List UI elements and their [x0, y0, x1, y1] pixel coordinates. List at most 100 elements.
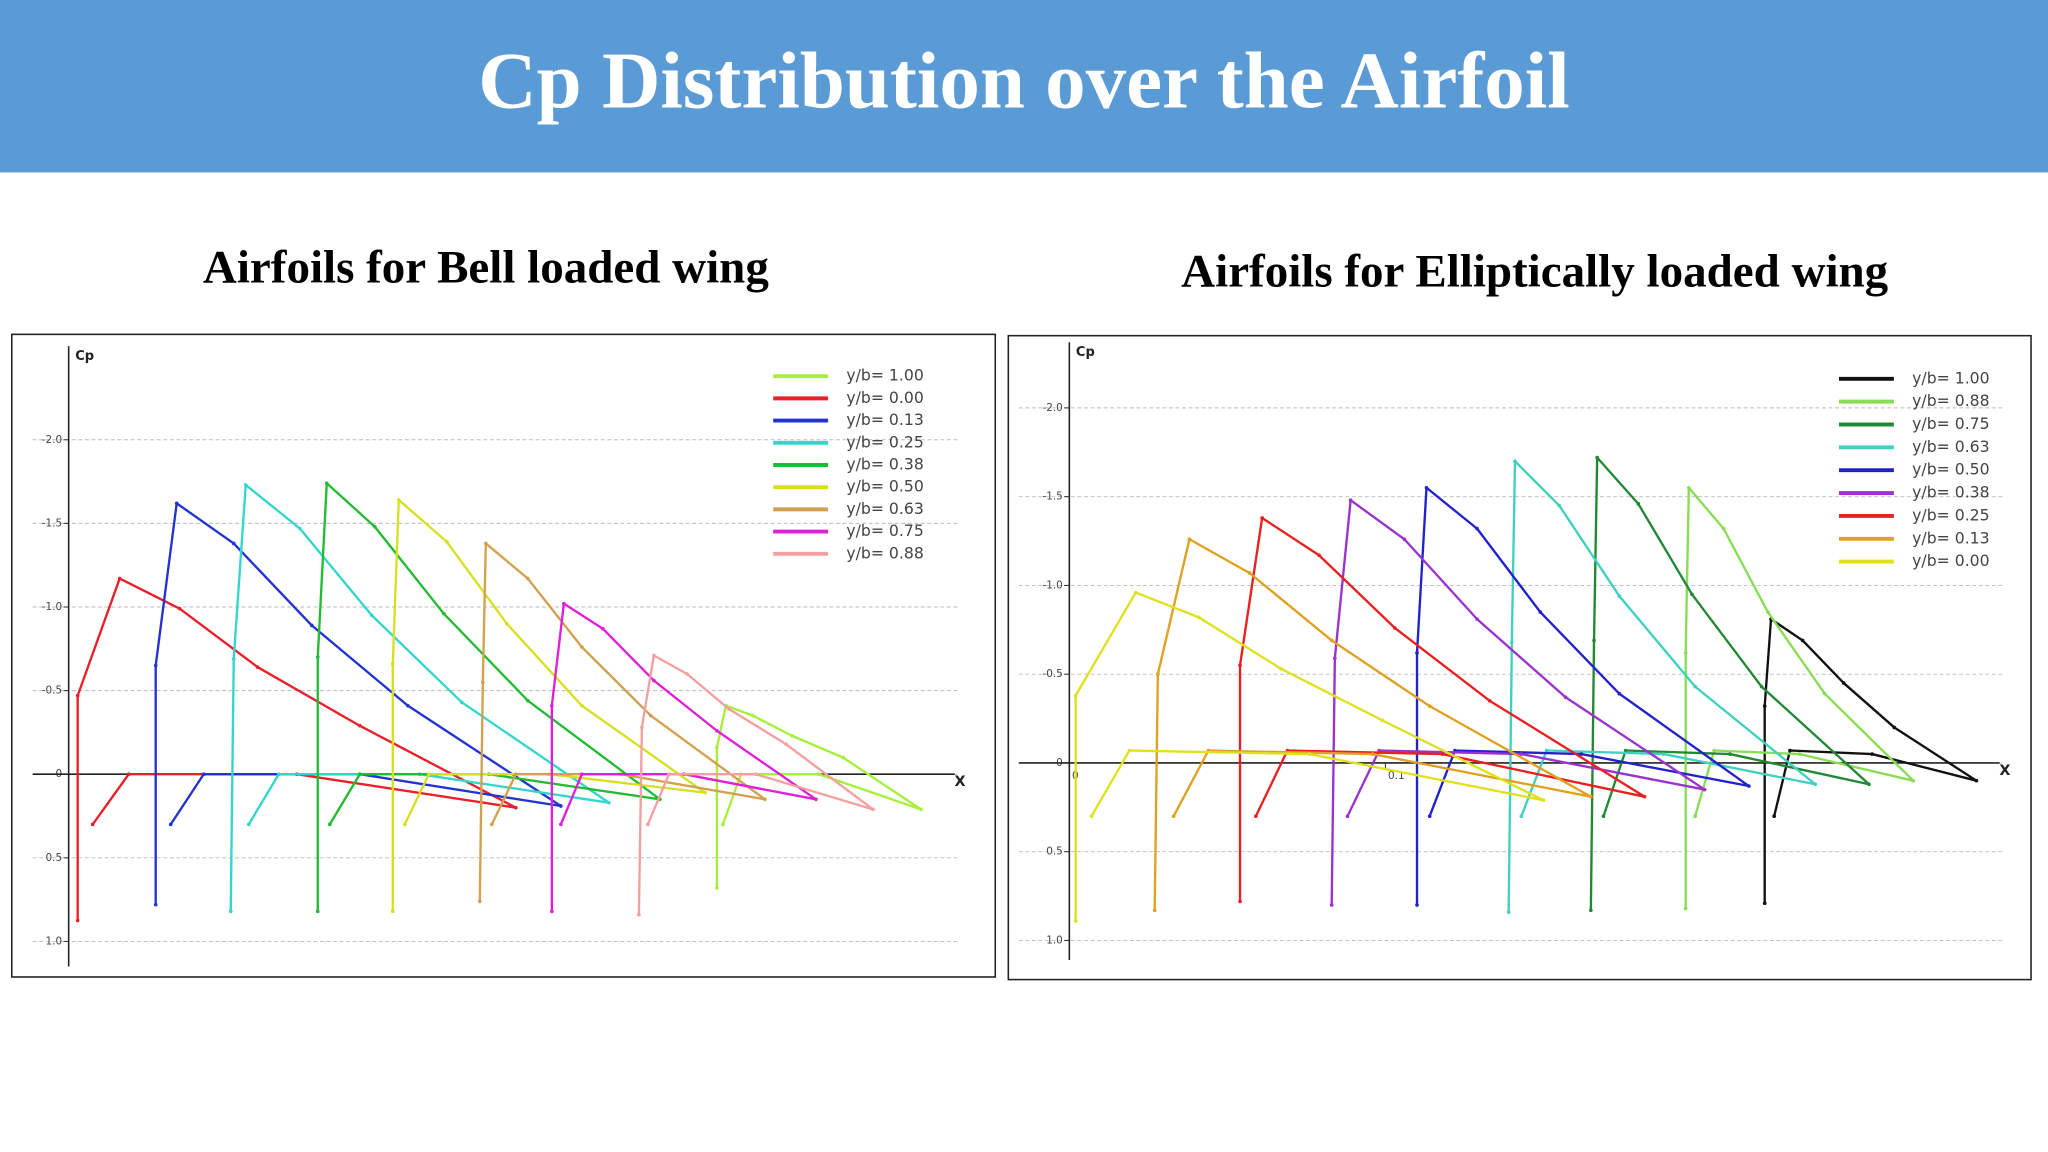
data-point — [1279, 667, 1283, 671]
data-point — [607, 800, 611, 805]
legend-label: y/b= 0.75 — [1912, 414, 1989, 433]
series-line — [1684, 486, 1915, 909]
data-point — [1238, 663, 1242, 668]
data-point — [1187, 537, 1192, 542]
data-point — [1506, 910, 1511, 914]
data-point — [640, 725, 644, 730]
data-point — [526, 576, 530, 581]
data-point — [174, 501, 179, 506]
data-point — [441, 611, 446, 616]
data-point — [1892, 725, 1897, 730]
data-point — [1541, 798, 1546, 803]
legend-label: y/b= 0.50 — [1912, 460, 1989, 479]
data-point — [1475, 526, 1479, 531]
data-point — [1329, 903, 1334, 907]
data-point — [324, 481, 329, 486]
series-line — [316, 482, 662, 912]
data-point — [1333, 656, 1337, 661]
data-point — [1440, 752, 1445, 756]
data-point — [315, 909, 320, 914]
data-point — [1690, 592, 1694, 597]
data-point — [1589, 794, 1593, 799]
legend-label: y/b= 0.88 — [846, 543, 923, 562]
data-point — [1538, 610, 1543, 614]
data-point — [390, 909, 395, 914]
y-tick-label: -1.5 — [42, 517, 62, 529]
data-point — [1133, 590, 1138, 595]
data-point — [1974, 778, 1979, 783]
plot-frame — [10, 333, 997, 978]
data-point — [754, 772, 758, 777]
data-point — [505, 621, 509, 626]
data-point — [580, 645, 584, 649]
data-point — [1728, 752, 1732, 756]
data-point — [1759, 684, 1764, 689]
data-point — [1617, 594, 1622, 598]
data-point — [1841, 681, 1846, 685]
data-point — [559, 804, 563, 808]
data-point — [1345, 814, 1350, 819]
data-point — [1513, 459, 1517, 463]
data-point — [601, 626, 605, 631]
legend-label: y/b= 0.00 — [846, 388, 923, 407]
data-point — [477, 899, 482, 904]
data-point — [1762, 901, 1767, 906]
y-tick-label: -2.0 — [42, 434, 62, 446]
data-point — [550, 703, 554, 708]
data-point — [246, 822, 251, 827]
y-tick-label: 0.5 — [46, 852, 63, 864]
data-point — [1253, 814, 1258, 819]
data-point — [1617, 691, 1622, 696]
data-point — [814, 797, 818, 802]
data-point — [1661, 752, 1666, 756]
series-line — [1074, 591, 1545, 921]
data-point — [1152, 908, 1157, 913]
data-point — [489, 822, 494, 827]
data-point — [667, 772, 671, 777]
data-point — [1307, 752, 1312, 756]
data-point — [396, 498, 401, 502]
data-point — [580, 703, 584, 708]
data-point — [580, 772, 584, 777]
series-line — [391, 498, 707, 912]
data-point — [1415, 903, 1419, 907]
data-point — [1642, 794, 1647, 799]
data-point — [1475, 617, 1479, 621]
data-point — [784, 742, 788, 746]
data-point — [483, 541, 488, 546]
legend-label: y/b= 0.75 — [846, 521, 923, 540]
data-point — [1702, 787, 1707, 792]
legend-label: y/b= 0.13 — [846, 410, 923, 429]
data-point — [1402, 537, 1407, 542]
data-point — [1822, 691, 1827, 696]
data-point — [201, 772, 206, 777]
legend-label: y/b= 1.00 — [846, 366, 923, 385]
data-point — [919, 807, 923, 812]
series-line — [478, 542, 767, 902]
data-point — [231, 541, 236, 546]
chart: Airfoils for Elliptically loaded wing -2.… — [1007, 245, 2032, 981]
data-point — [637, 912, 641, 917]
y-tick-label: -0.5 — [1042, 668, 1062, 680]
data-point — [357, 723, 362, 728]
data-point — [514, 772, 518, 777]
legend-label: y/b= 0.50 — [846, 477, 923, 496]
data-point — [685, 672, 689, 676]
data-point — [1800, 638, 1805, 643]
data-point — [75, 693, 80, 698]
data-point — [649, 713, 653, 718]
data-point — [243, 483, 248, 487]
data-point — [1766, 610, 1770, 614]
y-tick-label: -1.0 — [42, 601, 62, 613]
data-point — [1089, 814, 1094, 819]
legend-label: y/b= 0.00 — [1912, 551, 1989, 570]
data-point — [1693, 814, 1697, 819]
data-point — [1623, 748, 1628, 753]
data-point — [90, 822, 95, 827]
y-tick-label: -1.5 — [1042, 491, 1062, 503]
data-point — [390, 662, 395, 666]
data-point — [1370, 752, 1375, 756]
data-point — [309, 623, 314, 628]
data-point — [1415, 651, 1419, 655]
